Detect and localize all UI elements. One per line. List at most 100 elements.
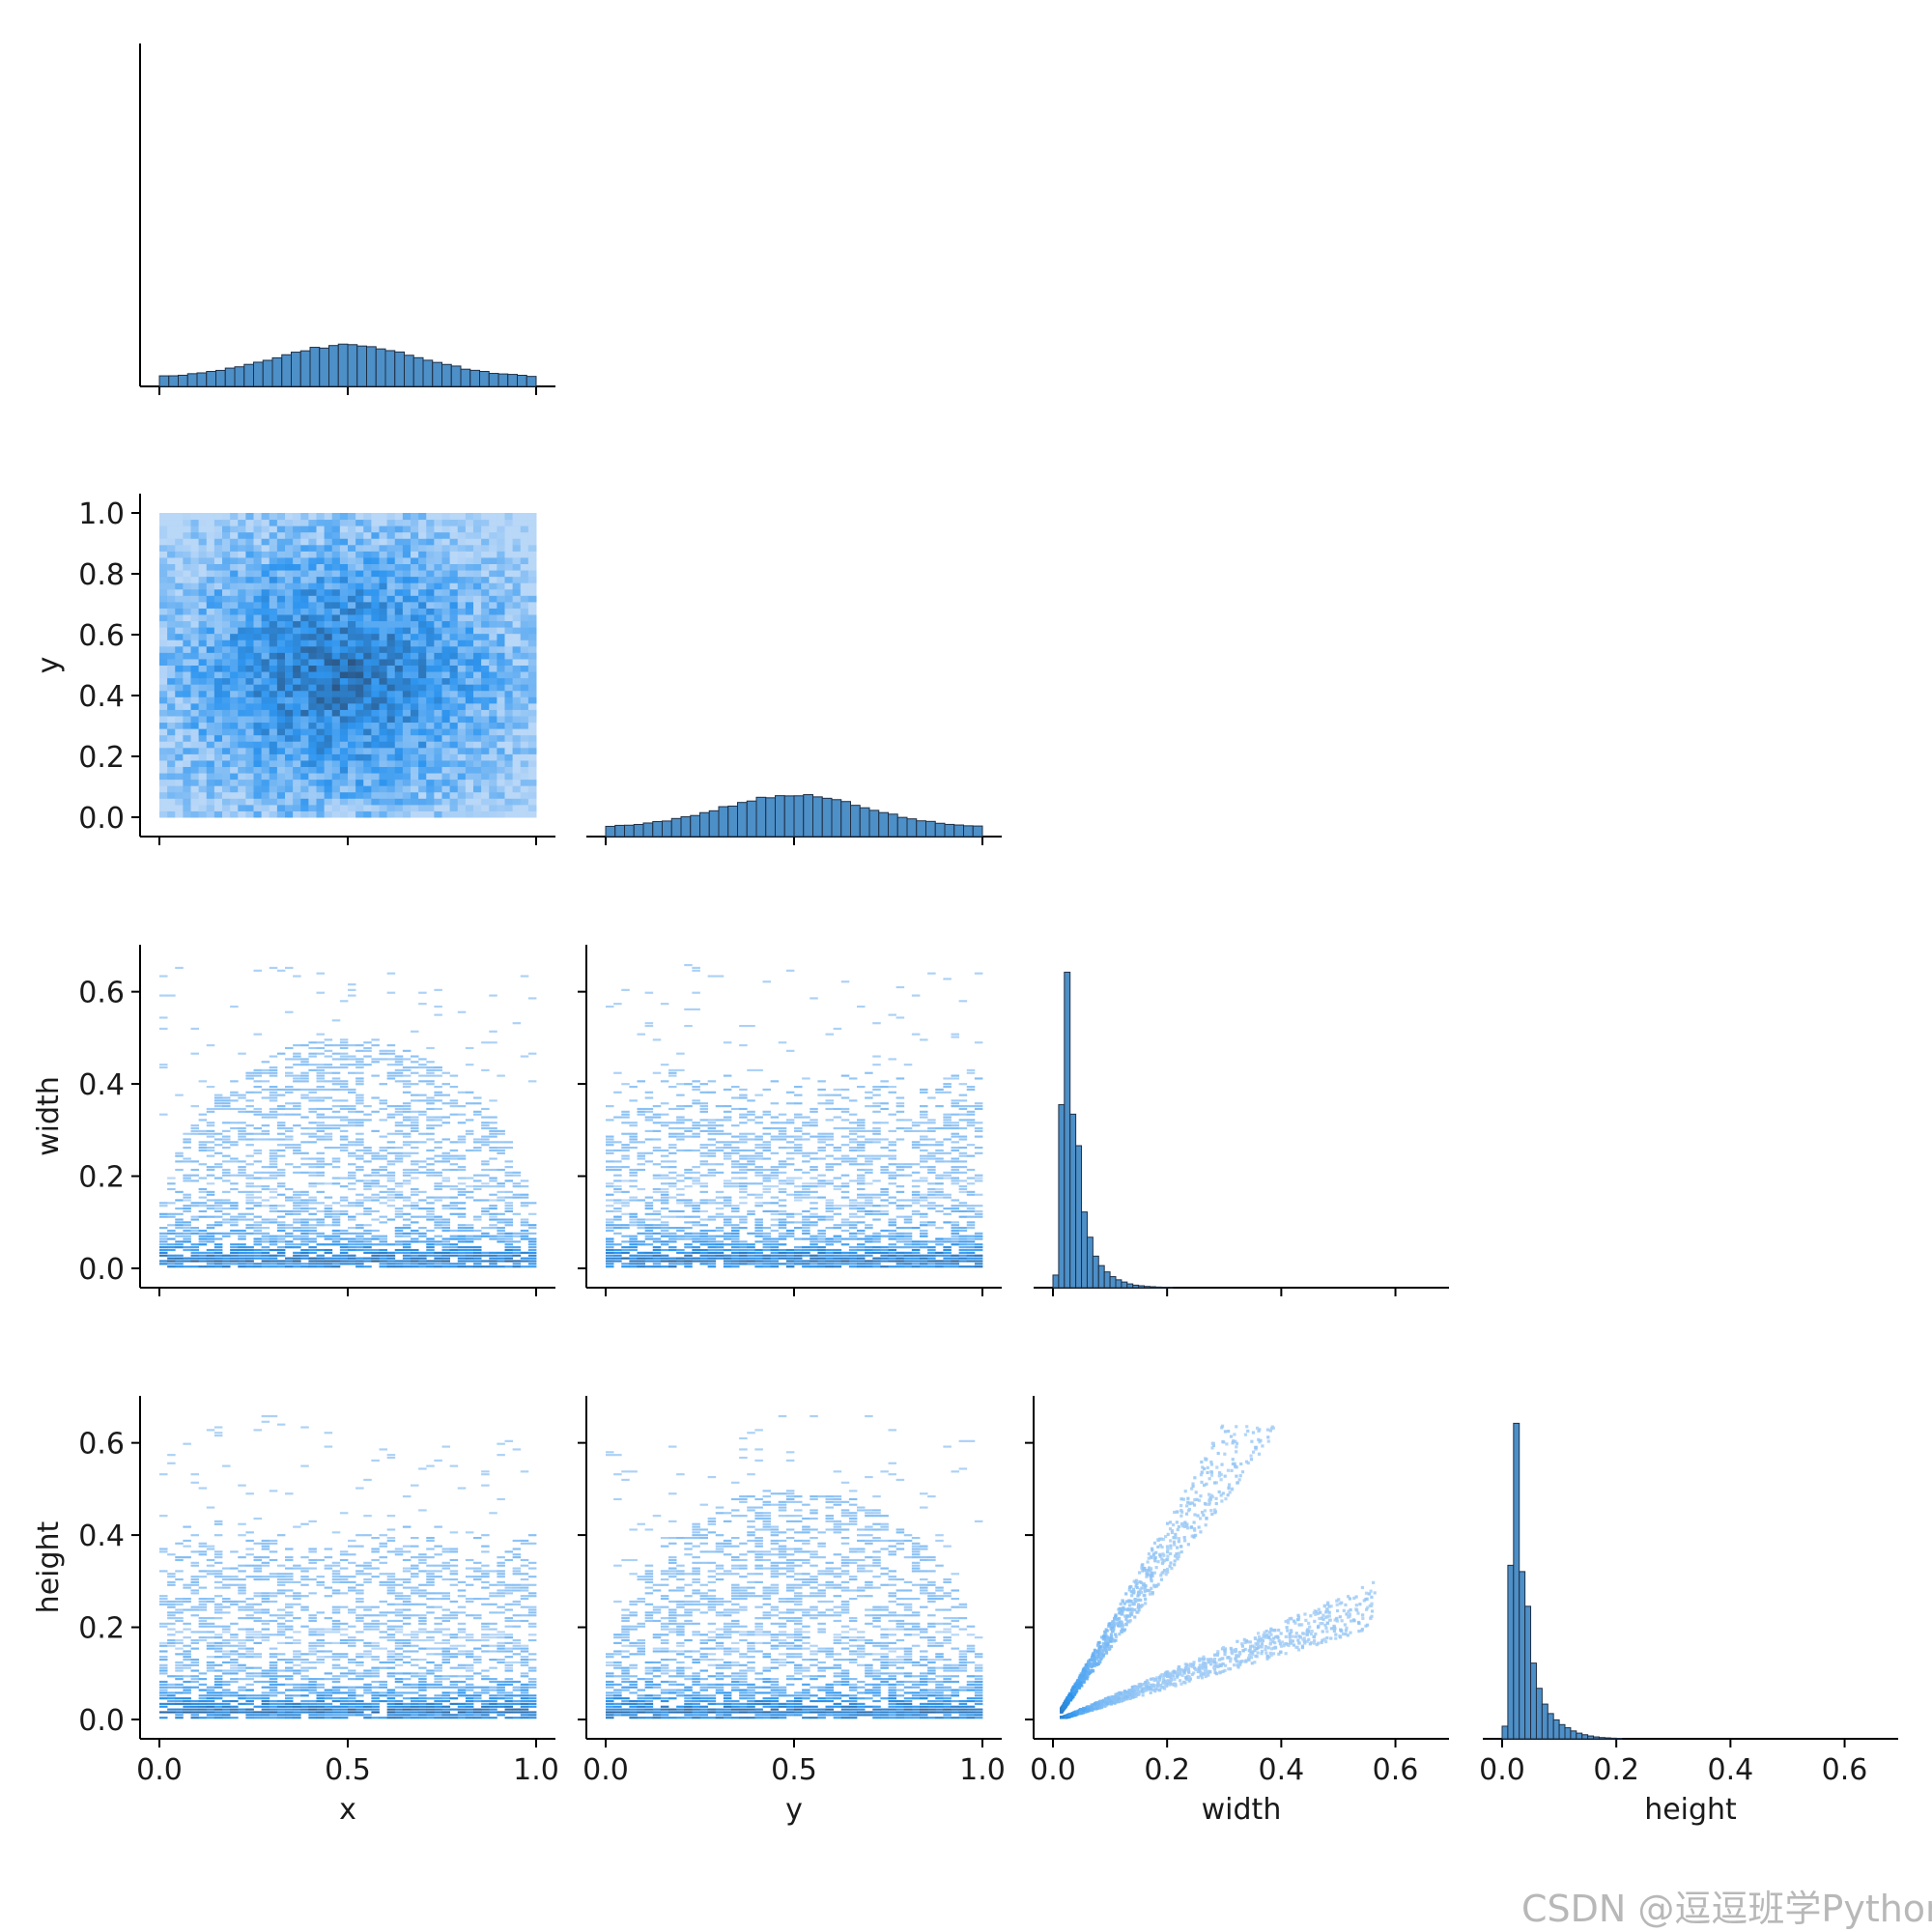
heat-cell — [371, 665, 380, 672]
heat-cell — [371, 1110, 380, 1113]
heat-cell — [331, 690, 341, 697]
heat-cell — [348, 1044, 356, 1047]
heat-cell — [222, 526, 231, 533]
heat-cell — [293, 551, 301, 558]
heat-cell — [449, 1243, 459, 1246]
heat-cell — [465, 1229, 474, 1233]
heat-cell — [206, 588, 215, 596]
heat-cell — [386, 1263, 396, 1265]
heat-cell — [300, 513, 309, 521]
heat-cell — [426, 620, 435, 628]
heat-cell — [481, 526, 490, 533]
heat-cell — [692, 1209, 700, 1213]
heat-cell — [190, 709, 200, 717]
heat-cell — [339, 1196, 349, 1199]
heat-cell — [465, 614, 474, 622]
heat-cell — [339, 1232, 349, 1235]
heat-cell — [411, 1160, 419, 1163]
hist-bar — [755, 796, 767, 838]
heat-cell — [363, 627, 372, 635]
heat-cell — [512, 1174, 522, 1177]
heat-cell — [245, 1248, 254, 1252]
heat-cell — [465, 1265, 474, 1268]
heat-cell — [222, 779, 231, 786]
heat-cell — [253, 627, 263, 635]
heat-cell — [441, 1227, 451, 1230]
heat-cell — [300, 747, 309, 754]
heat-cell — [489, 1254, 497, 1257]
heat-cell — [434, 1068, 442, 1071]
heat-cell — [308, 570, 317, 578]
heat-cell — [316, 1116, 326, 1119]
heat-cell — [676, 1122, 685, 1124]
heat-cell — [355, 582, 364, 590]
heat-cell — [489, 722, 497, 729]
heat-cell — [723, 1224, 732, 1227]
heat-cell — [644, 1110, 654, 1113]
heat-cell — [629, 1147, 638, 1150]
heat-cell — [402, 804, 412, 811]
heat-cell — [660, 1182, 669, 1185]
heat-cell — [434, 810, 442, 818]
heat-cell — [371, 759, 380, 767]
heat-cell — [198, 1113, 208, 1116]
heat-cell — [520, 614, 529, 622]
heat-cell — [520, 1196, 529, 1199]
heat-cell — [402, 608, 412, 615]
heat-cell — [339, 601, 349, 609]
heat-cell — [206, 633, 215, 640]
heat-cell — [183, 1232, 191, 1235]
heat-cell — [206, 773, 215, 781]
heat-cell — [527, 747, 537, 754]
heat-cell — [379, 728, 388, 736]
heat-cell — [190, 696, 200, 704]
heat-cell — [497, 702, 505, 710]
heat-cell — [253, 791, 263, 799]
heat-cell — [739, 1149, 748, 1152]
heat-cell — [402, 1212, 412, 1215]
heat-cell — [206, 1257, 215, 1260]
heat-cell — [285, 1129, 294, 1132]
heat-cell — [426, 1254, 435, 1257]
heat-cell — [261, 728, 270, 736]
heat-cell — [316, 702, 326, 710]
heat-cell — [308, 633, 317, 640]
heat-cell — [213, 779, 223, 786]
heat-cell — [386, 1171, 396, 1174]
heat-cell — [183, 1227, 191, 1230]
heat-cell — [198, 538, 208, 546]
y-tick-label: 0.4 — [78, 680, 125, 714]
heat-cell — [371, 779, 380, 786]
heat-cell — [371, 544, 380, 552]
heat-cell — [230, 1094, 239, 1096]
heat-cell — [238, 1052, 246, 1055]
heat-cell — [489, 702, 497, 710]
heat-cell — [778, 1251, 787, 1254]
heat-cell — [238, 722, 246, 729]
heat-cell — [715, 1171, 724, 1174]
heat-cell — [520, 696, 529, 704]
heat-cell — [762, 1257, 772, 1260]
heat-cell — [426, 563, 435, 571]
heat-cell — [238, 519, 246, 526]
heat-cell — [762, 1265, 772, 1268]
heat-cell — [794, 1102, 803, 1105]
heat-cell — [324, 1135, 333, 1138]
heat-cell — [497, 1149, 505, 1152]
heat-cell — [441, 1179, 451, 1182]
heat-cell — [269, 1071, 278, 1074]
hist-bar — [1547, 1713, 1554, 1740]
heat-cell — [324, 702, 333, 710]
heat-cell — [222, 1107, 231, 1111]
heat-cell — [276, 1168, 286, 1172]
heat-cell — [386, 991, 396, 994]
heat-cell — [167, 728, 176, 736]
heat-cell — [245, 677, 254, 685]
heat-cell — [692, 1099, 700, 1102]
heat-cell — [355, 645, 364, 653]
heat-cell — [527, 785, 537, 793]
heat-cell — [527, 1243, 537, 1246]
heat-cell — [293, 633, 301, 640]
heat-cell — [230, 671, 239, 679]
heat-cell — [411, 627, 419, 635]
